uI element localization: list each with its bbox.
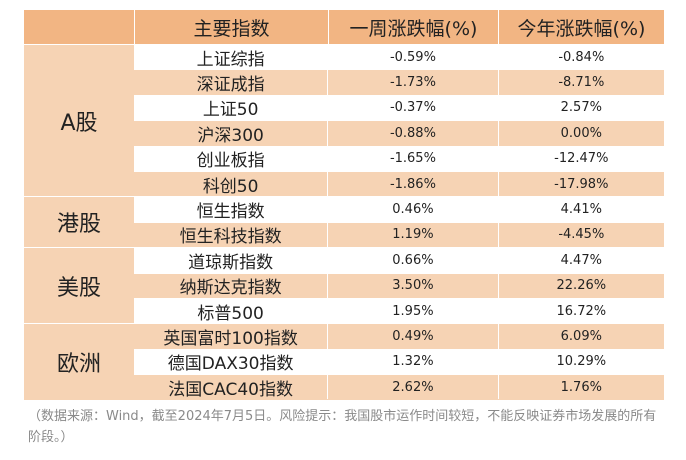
index-name-cell: 上证50 [202, 100, 259, 121]
table-row: 纳斯达克指数 3.50% 22.26% [134, 272, 664, 299]
ytd-change-cell: 4.47% [497, 248, 664, 273]
region-label: 美股 [24, 247, 134, 324]
weekly-change-cell: 2.62% [327, 375, 497, 400]
ytd-change-cell: -0.84% [497, 45, 664, 70]
weekly-change-cell: 1.19% [327, 222, 497, 248]
table-row: 沪深300 -0.88% 0.00% [134, 120, 664, 146]
index-name-cell: 上证综指 [196, 49, 265, 70]
ytd-change-cell: 16.72% [497, 298, 664, 324]
index-name-cell: 英国富时100指数 [163, 329, 298, 349]
table-row: 英国富时100指数 0.49% 6.09% [134, 323, 664, 349]
ytd-change-cell: 10.29% [497, 349, 664, 375]
table-row: 科创50 -1.86% -17.98% [134, 170, 664, 197]
table-row: 标普500 1.95% 16.72% [134, 297, 664, 324]
ytd-change-cell: 22.26% [497, 273, 664, 298]
weekly-change-cell: 3.50% [327, 273, 497, 298]
header-region-cell [24, 10, 134, 44]
index-name-cell: 深证成指 [196, 75, 265, 96]
index-performance-table: 主要指数 一周涨跌幅(%) 今年涨跌幅(%) A股 港股 美股 欧洲 上证综指 -0.5… [24, 10, 664, 400]
table-row: 道琼斯指数 0.66% 4.47% [134, 247, 664, 273]
table-row: 恒生科技指数 1.19% -4.45% [134, 221, 664, 248]
header-weekly-change: 一周涨跌幅(%) [328, 10, 498, 44]
index-name-cell: 恒生科技指数 [179, 227, 282, 248]
weekly-change-cell: -1.86% [327, 171, 497, 197]
region-label: 港股 [24, 196, 134, 248]
table-row: 创业板指 -1.65% -12.47% [134, 145, 664, 172]
index-name-cell: 道琼斯指数 [188, 252, 274, 273]
index-name-cell: 纳斯达克指数 [179, 278, 282, 299]
ytd-change-cell: 0.00% [497, 121, 664, 146]
table-body: 上证综指 -0.59% -0.84% 深证成指 -1.73% -8.71% 上证50 -0.3… [134, 44, 664, 400]
weekly-change-cell: -1.73% [327, 70, 497, 95]
ytd-change-cell: 4.41% [497, 197, 664, 222]
ytd-change-cell: -8.71% [497, 70, 664, 95]
weekly-change-cell: -0.88% [327, 121, 497, 146]
index-name-cell: 德国DAX30指数 [167, 354, 294, 375]
table-row: 深证成指 -1.73% -8.71% [134, 69, 664, 96]
weekly-change-cell: 0.46% [327, 197, 497, 222]
weekly-change-cell: 0.66% [327, 248, 497, 273]
weekly-change-cell: -0.37% [327, 95, 497, 121]
weekly-change-cell: -0.59% [327, 45, 497, 70]
weekly-change-cell: 1.32% [327, 349, 497, 375]
weekly-change-cell: -1.65% [327, 146, 497, 171]
index-name-cell: 科创50 [202, 176, 259, 197]
region-label: 欧洲 [24, 323, 134, 400]
ytd-change-cell: -4.45% [497, 222, 664, 248]
header-ytd-change: 今年涨跌幅(%) [498, 10, 664, 44]
index-name-cell: 标普500 [197, 303, 264, 324]
index-name-cell: 沪深300 [197, 125, 264, 146]
table-row: 上证50 -0.37% 2.57% [134, 94, 664, 121]
table-row: 法国CAC40指数 2.62% 1.76% [134, 374, 664, 400]
table-row: 恒生指数 0.46% 4.41% [134, 196, 664, 223]
ytd-change-cell: -17.98% [497, 171, 664, 197]
region-label: A股 [24, 44, 134, 197]
table-row: 德国DAX30指数 1.32% 10.29% [134, 348, 664, 375]
ytd-change-cell: 2.57% [497, 95, 664, 121]
index-name-cell: 法国CAC40指数 [168, 379, 293, 400]
weekly-change-cell: 1.95% [327, 298, 497, 324]
weekly-change-cell: 0.49% [327, 324, 497, 349]
ytd-change-cell: -12.47% [497, 146, 664, 171]
footnote: （数据来源：Wind，截至2024年7月5日。风险提示：我国股市运作时间较短，不… [28, 409, 657, 445]
index-name-cell: 恒生指数 [196, 202, 265, 223]
ytd-change-cell: 6.09% [497, 324, 664, 349]
ytd-change-cell: 1.76% [497, 375, 664, 400]
header-index-name: 主要指数 [134, 10, 328, 44]
index-name-cell: 创业板指 [196, 151, 265, 172]
table-row: 上证综指 -0.59% -0.84% [134, 44, 664, 70]
